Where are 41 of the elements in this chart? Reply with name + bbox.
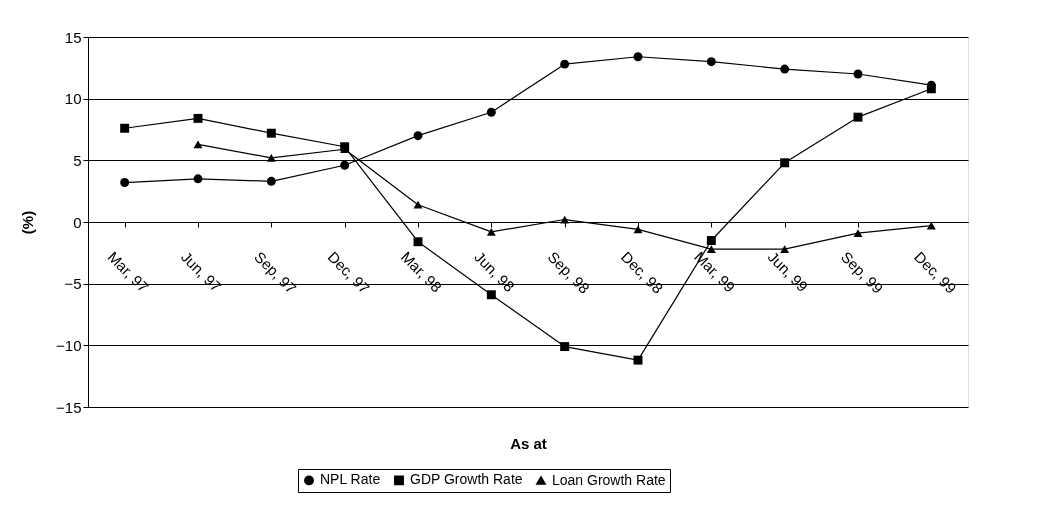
point: [926, 221, 936, 230]
point: [413, 131, 423, 141]
point: [486, 227, 496, 236]
point: [413, 237, 423, 247]
point: [120, 178, 130, 187]
y-axis-title: (%): [19, 210, 37, 235]
point: [193, 140, 203, 149]
point: [633, 52, 643, 62]
point: [853, 112, 863, 122]
point: [486, 290, 496, 300]
point: [853, 69, 863, 79]
x-axis-title: As at: [510, 434, 547, 452]
point: [633, 225, 643, 234]
point: [560, 59, 570, 69]
point: [486, 107, 496, 117]
point: [266, 153, 276, 162]
point: [413, 200, 423, 209]
point: [633, 355, 643, 365]
point: [780, 158, 790, 168]
point: [193, 113, 203, 123]
y-tick-label: 0: [73, 213, 82, 231]
point: [706, 57, 716, 67]
point: [266, 128, 276, 138]
y-tick-label: 5: [73, 151, 82, 169]
point: [193, 174, 203, 184]
point: [560, 342, 570, 352]
y-tick-label: −10: [56, 336, 82, 354]
point: [340, 160, 350, 170]
point: [120, 123, 130, 133]
y-tick-label: −5: [64, 275, 82, 293]
y-tick-label: 10: [64, 90, 82, 108]
point: [780, 64, 790, 74]
point: [853, 229, 863, 237]
legend-label: GDP Growth Rate: [410, 471, 523, 488]
point: [780, 245, 790, 254]
y-tick-label: 15: [64, 28, 82, 46]
point: [266, 176, 276, 186]
legend-label: NPL Rate: [320, 471, 381, 488]
y-tick-label: −15: [56, 398, 82, 416]
legend-label: Loan Growth Rate: [552, 471, 666, 488]
point: [706, 236, 716, 245]
